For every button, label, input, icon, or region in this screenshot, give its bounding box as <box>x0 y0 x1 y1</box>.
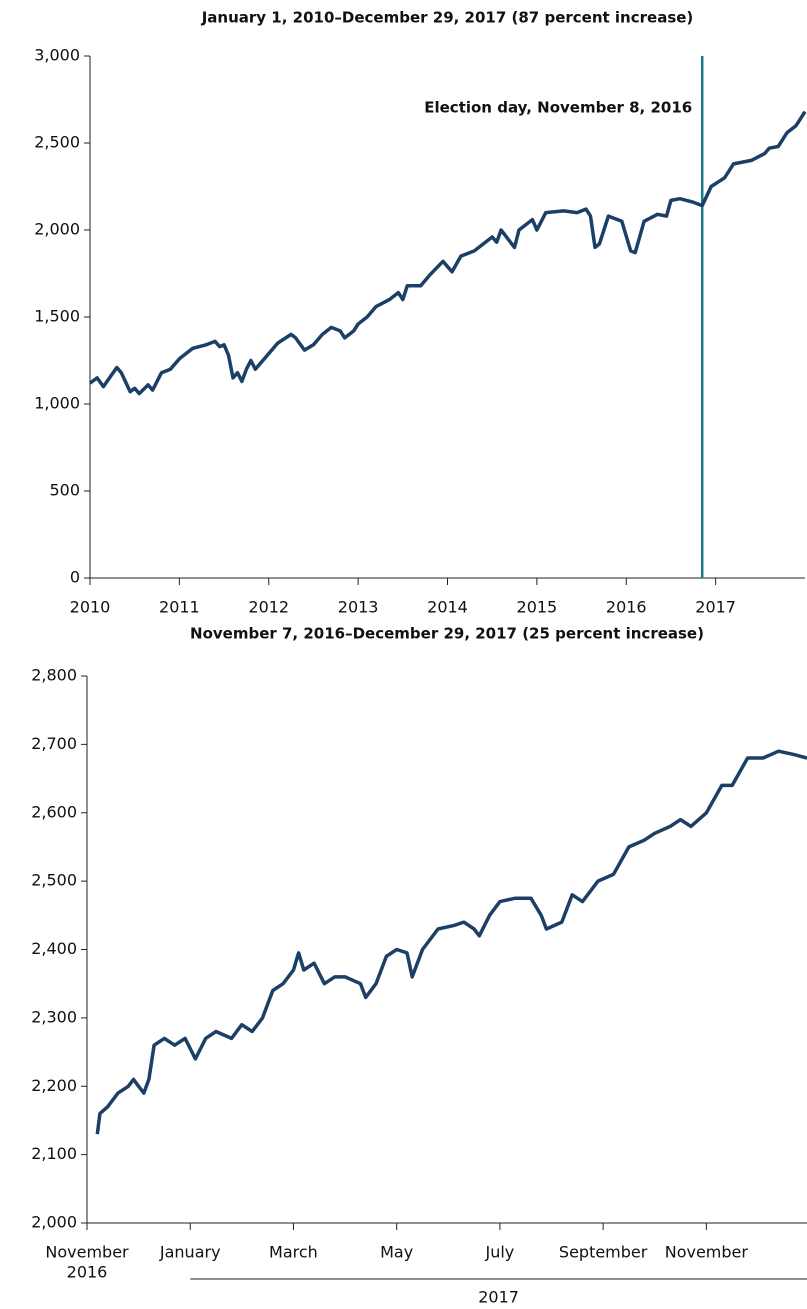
x-tick-label: 2012 <box>248 598 289 617</box>
x-tick-label: January <box>159 1243 221 1262</box>
x-tick-label: 2014 <box>427 598 468 617</box>
y-tick-label: 1,000 <box>34 394 80 413</box>
annotation-label: Election day, November 8, 2016 <box>424 99 692 117</box>
y-tick-label: 1,500 <box>34 307 80 326</box>
x-tick-label: November <box>45 1243 129 1262</box>
y-tick-label: 3,000 <box>34 46 80 65</box>
x-tick-label: 2015 <box>517 598 558 617</box>
y-tick-label: 2,600 <box>31 802 77 821</box>
y-tick-label: 2,000 <box>34 220 80 239</box>
y-tick-label: 0 <box>70 568 80 587</box>
y-tick-label: 2,200 <box>31 1076 77 1095</box>
x-tick-label: May <box>380 1243 413 1262</box>
y-tick-label: 500 <box>49 481 80 500</box>
y-tick-label: 2,400 <box>31 939 77 958</box>
y-tick-label: 2,000 <box>31 1213 77 1232</box>
data-line <box>95 749 807 1135</box>
y-tick-label: 2,500 <box>34 133 80 152</box>
y-tick-label: 2,500 <box>31 871 77 890</box>
x-tick-label: 2010 <box>70 598 111 617</box>
y-tick-label: 2,700 <box>31 734 77 753</box>
chart-title: January 1, 2010–December 29, 2017 (87 pe… <box>201 9 694 27</box>
data-line <box>88 110 807 396</box>
x-tick-label: November <box>665 1243 749 1262</box>
y-tick-label: 2,800 <box>31 666 77 685</box>
x-year-label: 2016 <box>67 1263 108 1282</box>
x-year-label: 2017 <box>478 1288 519 1307</box>
x-tick-label: September <box>559 1243 648 1262</box>
x-tick-label: 2016 <box>606 598 647 617</box>
y-tick-label: 2,100 <box>31 1144 77 1163</box>
x-tick-label: July <box>485 1243 515 1262</box>
x-tick-label: 2011 <box>159 598 200 617</box>
x-tick-label: March <box>269 1243 318 1262</box>
chart-title: November 7, 2016–December 29, 2017 (25 p… <box>190 625 704 643</box>
x-tick-label: 2017 <box>695 598 736 617</box>
x-tick-label: 2013 <box>338 598 379 617</box>
y-tick-label: 2,300 <box>31 1007 77 1026</box>
